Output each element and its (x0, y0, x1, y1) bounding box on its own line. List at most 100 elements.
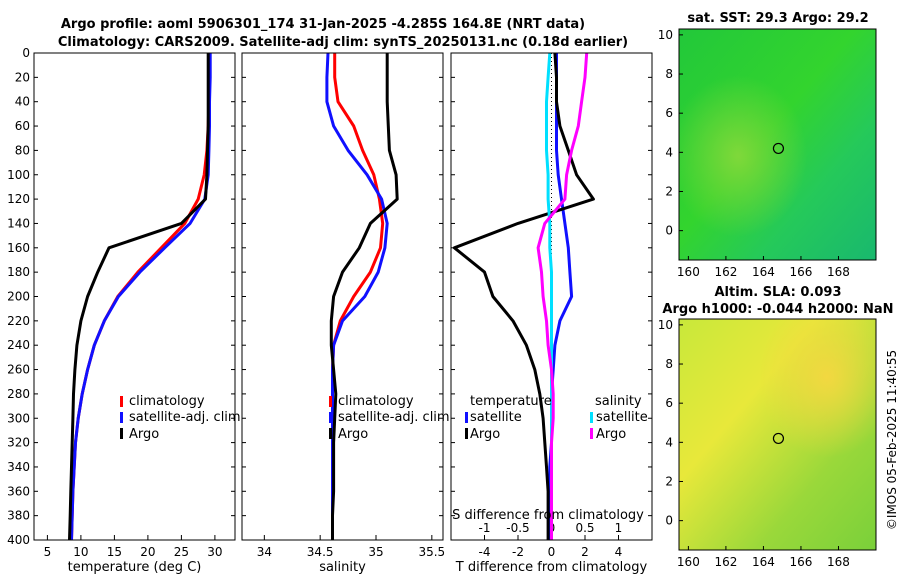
map-y-tick-label: 8 (665, 67, 673, 81)
series-line-s-argo (536, 52, 589, 540)
legend-label-s-satellite: satellite (596, 410, 648, 425)
map-x-tick-label: 160 (677, 555, 700, 569)
sla-map-frame (678, 318, 877, 551)
series-line-climatology (70, 53, 211, 541)
map-x-tick-label: 164 (752, 555, 775, 569)
x-tick-label: -4 (479, 545, 491, 559)
y-tick-label: 40 (15, 95, 30, 109)
panel-frame (33, 52, 236, 541)
x-top-tick-label: 0.5 (575, 521, 594, 535)
title-line-1: Argo profile: aoml 5906301_174 31-Jan-20… (61, 17, 585, 32)
x-top-tick-label: -0.5 (506, 521, 529, 535)
series-line-argo (68, 53, 210, 541)
sst-map-frame (678, 28, 877, 261)
temperature-panel: 5 10 15 20 25 3002040608010012014016018020022… (7, 46, 236, 575)
legend-swatch-climatology (120, 396, 123, 407)
x-tick-label: 35 (368, 545, 383, 559)
x-tick-label: 34.5 (307, 545, 334, 559)
x-tick-label: 10 (73, 545, 88, 559)
map-y-tick-label: 0 (665, 224, 673, 238)
legend-label-t-satellite: satellite (470, 410, 522, 425)
map-y-tick-label: 10 (658, 28, 673, 42)
salinity-legend: climatology satellite-adj. clim Argo (329, 394, 450, 442)
map-x-tick-label: 164 (752, 265, 775, 279)
difference-panel: -4 -2 0 2 4-1 -0.5 0 0.5 1T difference from clim… (450, 52, 653, 575)
legend-swatch-argo (329, 428, 332, 439)
sla-map: 160 162 164 166 168 0 2 4 6 8 10 (658, 318, 877, 569)
legend-title-temperature: temperature (470, 394, 552, 409)
sst-map: 160 162 164 166 168 0 2 4 6 8 10 (658, 28, 877, 279)
y-tick-label: 240 (7, 338, 30, 352)
x-tick-label: 35.5 (418, 545, 445, 559)
legend-swatch-satellite (120, 412, 123, 423)
map-x-tick-label: 162 (714, 265, 737, 279)
x-tick-label: 20 (140, 545, 155, 559)
legend-swatch-argo (120, 428, 123, 439)
y-tick-label: 160 (7, 241, 30, 255)
series-line-t-argo (452, 52, 595, 540)
y-tick-label: 360 (7, 484, 30, 498)
y-tick-label: 280 (7, 387, 30, 401)
legend-swatch-t-satellite (465, 412, 468, 423)
x-tick-label: 25 (174, 545, 189, 559)
map-x-tick-label: 166 (789, 265, 812, 279)
panel-frame (450, 52, 653, 541)
y-tick-label: 400 (7, 533, 30, 547)
y-tick-label: 100 (7, 168, 30, 182)
x-axis-label: salinity (319, 560, 366, 575)
map-y-tick-label: 2 (665, 474, 673, 488)
x-axis-label: T difference from climatology (455, 560, 648, 575)
sla-high-patch (679, 319, 876, 550)
map-y-tick-label: 6 (665, 396, 673, 410)
x-tick-label: -2 (512, 545, 524, 559)
legend-label-argo: Argo (129, 427, 159, 442)
argo-location-marker (772, 142, 785, 155)
map-y-tick-label: 2 (665, 184, 673, 198)
imos-stamp: ©IMOS 05-Feb-2025 11:40:55 (885, 350, 899, 530)
sst-map-title: sat. SST: 29.3 Argo: 29.2 (687, 11, 868, 26)
panel-frame (241, 52, 444, 541)
y-tick-label: 0 (22, 46, 30, 60)
y-tick-label: 220 (7, 314, 30, 328)
y-tick-label: 300 (7, 411, 30, 425)
legend-label-satellite: satellite-adj. clim (129, 410, 241, 425)
y-tick-label: 140 (7, 216, 30, 230)
y-tick-label: 180 (7, 265, 30, 279)
temperature-legend: climatology satellite-adj. clim Argo (120, 394, 241, 442)
x-tick-label: 34 (257, 545, 272, 559)
y-tick-label: 80 (15, 143, 30, 157)
y-tick-label: 260 (7, 363, 30, 377)
x-tick-label: 2 (581, 545, 589, 559)
y-tick-label: 380 (7, 509, 30, 523)
map-y-tick-label: 4 (665, 145, 673, 159)
x-tick-label: 0 (548, 545, 556, 559)
map-x-tick-label: 166 (789, 555, 812, 569)
x-tick-label: 4 (615, 545, 623, 559)
x-top-tick-label: 1 (615, 521, 623, 535)
title-line-2: Climatology: CARS2009. Satellite-adj cli… (58, 35, 628, 50)
map-x-tick-label: 168 (827, 265, 850, 279)
legend-title-salinity: salinity (595, 394, 642, 409)
legend-label-argo: Argo (338, 427, 368, 442)
legend-swatch-t-argo (465, 428, 468, 439)
y-tick-label: 200 (7, 290, 30, 304)
salinity-panel: 34 34.5 35 35.5 salinity (241, 52, 445, 575)
legend-label-satellite: satellite-adj. clim (338, 410, 450, 425)
map-y-tick-label: 8 (665, 357, 673, 371)
map-x-tick-label: 168 (827, 555, 850, 569)
series-line-satellite-adj-clim (325, 52, 389, 540)
legend-swatch-s-argo (590, 428, 593, 439)
x-axis-label: temperature (deg C) (68, 560, 202, 575)
sst-warm-patch (679, 29, 876, 260)
map-y-tick-label: 6 (665, 106, 673, 120)
sla-map-title-1: Altim. SLA: 0.093 (715, 285, 842, 300)
sla-map-title-2: Argo h1000: -0.044 h2000: NaN (662, 302, 893, 317)
map-x-tick-label: 160 (677, 265, 700, 279)
legend-label-s-argo: Argo (596, 427, 626, 442)
argo-location-marker (772, 432, 785, 445)
map-x-tick-label: 162 (714, 555, 737, 569)
y-tick-label: 60 (15, 119, 30, 133)
y-tick-label: 320 (7, 436, 30, 450)
